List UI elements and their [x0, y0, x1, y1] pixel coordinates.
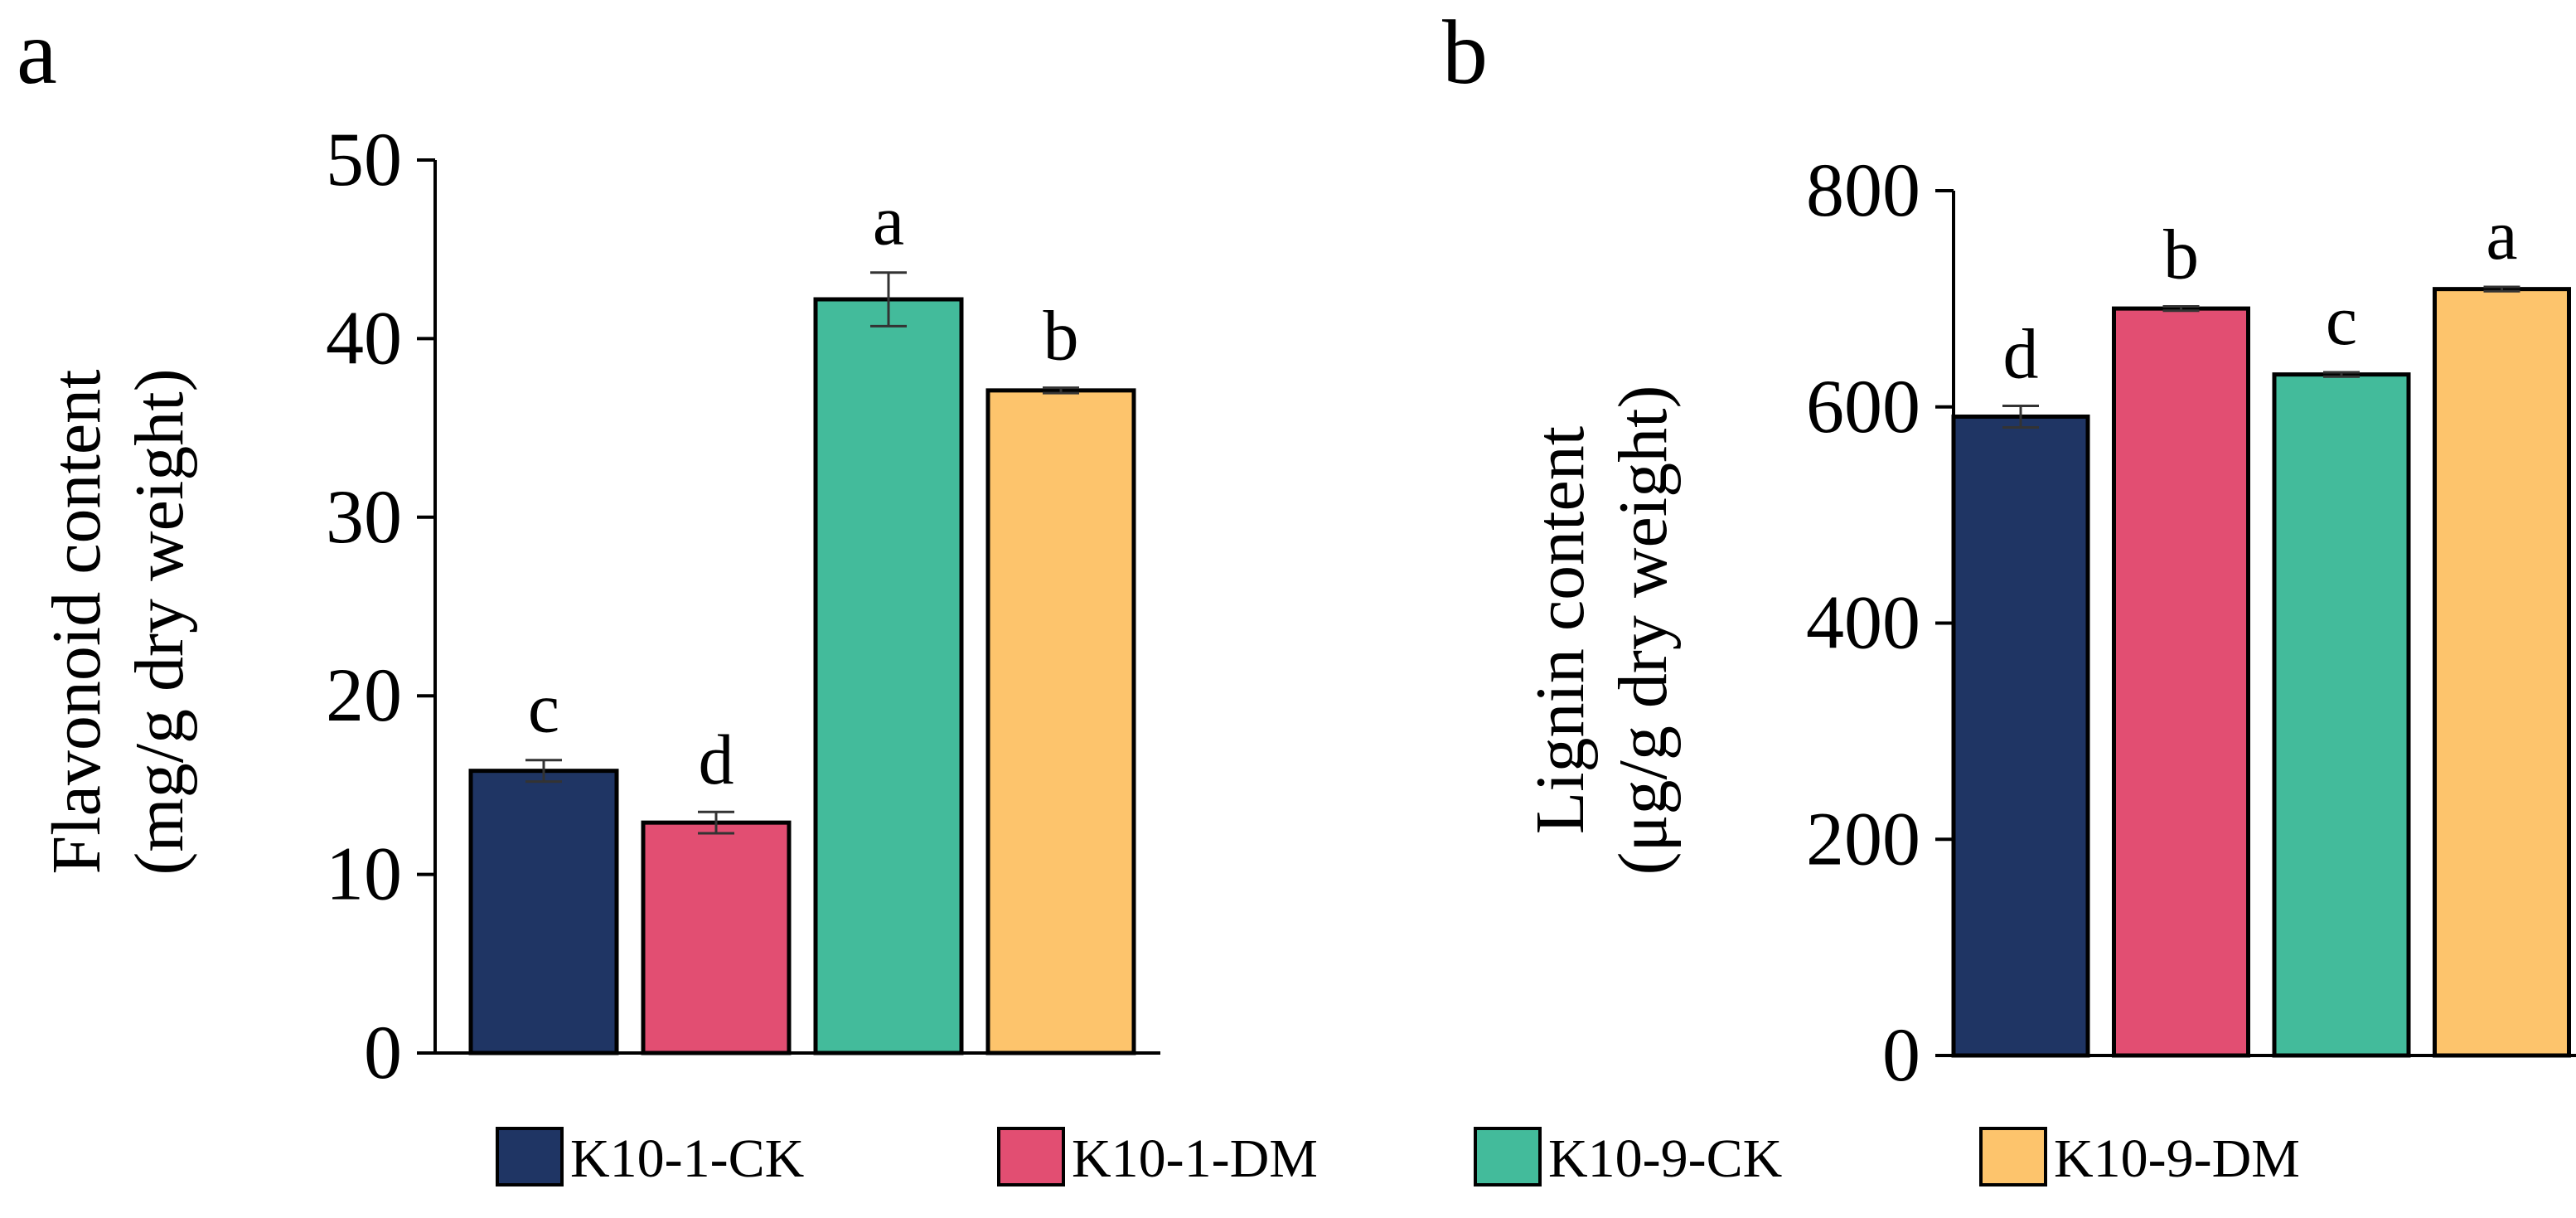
bar-k10-9-ck [813, 297, 964, 1055]
y-tick-label: 10 [326, 832, 402, 916]
legend-label-k10-9-dm: K10-9-DM [2054, 1128, 2300, 1189]
legend-swatch-k10-9-ck [1474, 1127, 1542, 1186]
bar-k10-9-ck [2272, 372, 2411, 1058]
panel-b-bars: d b c a [1951, 195, 2571, 1058]
panel-a-bars: c d a b [468, 181, 1136, 1055]
panel-b-chart: b Lignin content (μg/g dry weight) 0 200 4… [1442, 2, 2576, 1097]
y-tick-label: 800 [1806, 148, 1920, 232]
bar-k10-1-ck [468, 769, 619, 1055]
bar-k10-1-dm [2112, 306, 2250, 1058]
significance-label: b [2163, 215, 2199, 294]
legend-label-k10-9-ck: K10-9-CK [1548, 1128, 1782, 1189]
y-tick-label: 600 [1806, 364, 1920, 449]
panel-b-ylabel-line1: Lignin content [1522, 426, 1599, 834]
y-tick-label: 30 [326, 474, 402, 559]
panel-a-letter: a [17, 2, 57, 103]
bar-k10-1-ck [1951, 414, 2090, 1058]
y-tick-label: 50 [326, 117, 402, 201]
significance-label: d [2003, 313, 2039, 393]
significance-label: a [2486, 195, 2517, 274]
panel-a-axis: 0 10 20 30 40 50 [326, 117, 1160, 1094]
significance-label: a [873, 181, 904, 260]
y-tick-label: 0 [364, 1010, 402, 1094]
y-tick-label: 20 [326, 653, 402, 737]
significance-label: b [1043, 296, 1079, 376]
panel-a-ylabel-line2: (mg/g dry weight) [121, 368, 198, 875]
significance-label: c [528, 668, 559, 748]
legend-label-k10-1-ck: K10-1-CK [570, 1128, 804, 1189]
panel-a-chart: a Flavonoid content (mg/g dry weight) 0 1… [17, 2, 1160, 1094]
significance-label: c [2326, 280, 2357, 360]
y-tick-label: 0 [1882, 1012, 1920, 1097]
panel-a-ylabel-line1: Flavonoid content [38, 370, 115, 875]
panel-b-letter: b [1442, 2, 1488, 103]
bar-k10-9-dm [2433, 287, 2571, 1058]
significance-label: d [699, 720, 734, 799]
y-tick-label: 200 [1806, 796, 1920, 881]
legend: K10-1-CK K10-1-DM K10-9-CK K10-9-DM [496, 1127, 2300, 1189]
y-tick-label: 40 [326, 295, 402, 380]
y-tick-label: 400 [1806, 580, 1920, 665]
legend-swatch-k10-1-dm [997, 1127, 1065, 1186]
legend-swatch-k10-9-dm [1979, 1127, 2047, 1186]
legend-swatch-k10-1-ck [496, 1127, 564, 1186]
legend-label-k10-1-dm: K10-1-DM [1072, 1128, 1318, 1189]
panel-b-ylabel-line2: (μg/g dry weight) [1605, 386, 1682, 876]
bar-k10-9-dm [985, 388, 1136, 1055]
bar-k10-1-dm [641, 820, 792, 1055]
